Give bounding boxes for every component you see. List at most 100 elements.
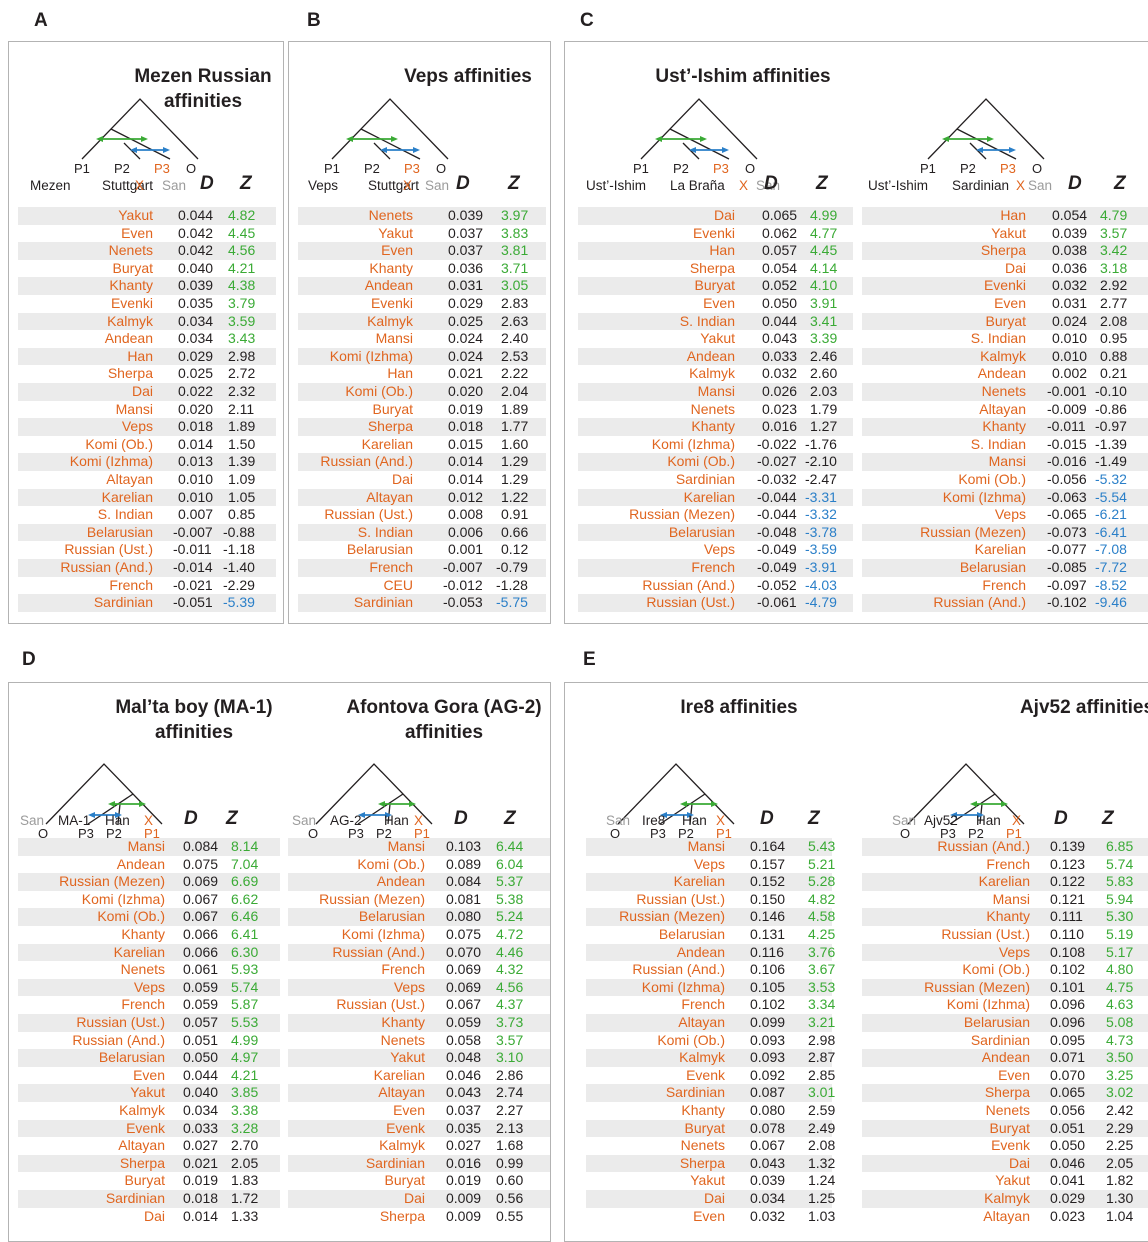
d-statistic: 0.036	[1052, 259, 1088, 276]
table-row: Mansi 0.084 8.14	[18, 838, 280, 856]
table-row: French -0.049 -3.91	[578, 559, 853, 577]
d-statistic: -0.052	[757, 576, 797, 593]
table-row: Altayan 0.099 3.21	[586, 1014, 835, 1032]
d-statistic: 0.043	[750, 1154, 786, 1171]
z-score: -2.47	[805, 471, 837, 487]
tree-tip-label: P2	[376, 826, 392, 841]
table-row: Nenets 0.061 5.93	[18, 961, 280, 979]
z-score: 3.38	[231, 1102, 259, 1118]
z-score: -1.39	[1095, 435, 1127, 452]
population-name: Andean	[376, 873, 425, 890]
header-population: Ust’-Ishim	[868, 178, 928, 193]
d-statistic: -0.044	[757, 506, 797, 523]
table-row: Sardinian 0.018 1.72	[18, 1190, 280, 1208]
d-statistic: 0.043	[446, 1084, 482, 1101]
table-row: Sardinian 0.016 0.99	[288, 1154, 550, 1173]
header-population: La Braña	[670, 178, 725, 193]
z-score: 0.91	[501, 506, 529, 523]
z-score: 1.25	[808, 1190, 836, 1206]
z-score: 4.82	[808, 890, 836, 907]
z-score: 6.04	[496, 855, 524, 872]
population-name: Even	[121, 224, 153, 241]
z-score: -3.91	[805, 559, 837, 575]
tree-tip-label: P2	[364, 161, 380, 176]
d-statistic: -0.016	[1047, 453, 1087, 470]
z-score: -0.10	[1095, 383, 1127, 399]
z-score: 2.22	[501, 365, 529, 382]
d-statistic: 0.029	[178, 347, 214, 364]
population-name: Buryat	[384, 1172, 425, 1189]
z-score: 1.09	[228, 471, 256, 487]
d-statistic: 0.069	[446, 961, 482, 978]
population-name: Nenets	[680, 1137, 725, 1154]
table-row: Karelian 0.010 1.05	[18, 488, 276, 507]
title-line: Ust’-Ishim affinities	[655, 66, 831, 87]
d-statistic: 0.111	[1050, 908, 1083, 925]
table-row: Komi (Ob.) -0.027 -2.10	[578, 453, 853, 471]
d-statistic: 0.043	[762, 330, 798, 347]
tree-tip-label: P3	[154, 161, 170, 176]
z-score: 1.83	[231, 1172, 259, 1189]
header-population: MA-1	[58, 813, 91, 828]
tree-tip-label: P2	[678, 826, 694, 841]
tree-tip-label: P3	[940, 826, 956, 841]
z-score: 1.27	[810, 418, 838, 435]
z-score: 1.32	[808, 1154, 836, 1171]
z-score: -0.88	[223, 523, 255, 540]
population-name: Altayan	[366, 488, 413, 505]
d-statistic: 0.042	[178, 224, 214, 241]
subpanel-c-3: P1 P2 P3 O Ust’-Ishim Sardinian X San D Z Han 0.054…	[862, 0, 1148, 1227]
header-population: Stuttgart	[368, 178, 420, 193]
d-statistic: 0.046	[446, 1066, 482, 1083]
table-row: Komi (Izhma) -0.022 -1.76	[578, 436, 853, 454]
z-score: 2.72	[228, 365, 256, 382]
d-statistic: 0.070	[1050, 1066, 1086, 1083]
population-name: Sherpa	[984, 1084, 1030, 1101]
subpanel-e-7: Ajv52 affinities O P3 P2 P1 San Ajv52 Han X D Z Rus…	[862, 0, 1148, 1227]
population-name: Russian (Ust.)	[336, 996, 425, 1013]
table-row: Belarusian 0.050 4.97	[18, 1049, 280, 1067]
title-line: Veps affinities	[404, 66, 532, 87]
z-score: 2.46	[810, 347, 838, 364]
d-statistic: -0.009	[1047, 400, 1087, 417]
subpanel-title: Mal’ta boy (MA-1) affinities	[108, 695, 280, 745]
population-name: Karelian	[978, 873, 1030, 890]
table-row: Kalmyk 0.027 1.68	[288, 1137, 550, 1155]
z-score: 2.98	[808, 1031, 836, 1048]
population-name: Buryat	[372, 400, 413, 417]
z-score: -3.59	[805, 541, 837, 558]
population-name: Komi (Ob.)	[962, 961, 1030, 978]
population-name: Kalmyk	[689, 365, 735, 382]
table-row: Komi (Izhma) 0.024 2.53	[298, 347, 546, 366]
z-score: 0.12	[501, 541, 529, 558]
table-row: Andean 0.031 3.05	[298, 277, 546, 295]
header-population: Han	[105, 813, 130, 828]
z-score: -8.52	[1095, 576, 1127, 593]
panel-label-e: E	[583, 649, 596, 670]
header-population: San	[756, 178, 781, 193]
phylogeny-tree-icon	[315, 763, 433, 825]
population-name: Altayan	[378, 1084, 425, 1101]
d-statistic: -0.027	[757, 453, 797, 470]
z-score: -0.86	[1095, 400, 1127, 417]
table-row: Evenki 0.062 4.77	[578, 225, 853, 243]
table-row: Altayan 0.043 2.74	[288, 1084, 550, 1102]
tree-tip-label: O	[436, 161, 447, 176]
d-statistic: 0.035	[446, 1119, 482, 1136]
d-statistic: 0.146	[750, 908, 786, 925]
d-statistic: 0.041	[1050, 1172, 1086, 1189]
population-name: Evenki	[370, 295, 413, 311]
population-name: Kalmyk	[980, 347, 1026, 364]
z-score: -6.21	[1095, 506, 1127, 523]
population-name: Buryat	[985, 312, 1026, 329]
d-statistic: 0.065	[1050, 1084, 1086, 1101]
table-row: Altayan -0.009 -0.86	[862, 401, 1148, 419]
population-name: Karelian	[974, 541, 1026, 558]
d-statistic: 0.033	[183, 1119, 219, 1136]
population-name: Komi (Izhma)	[946, 996, 1030, 1013]
table-row: Sherpa 0.009 0.55	[288, 1208, 550, 1226]
table-row: Komi (Izhma) 0.096 4.63	[862, 996, 1148, 1014]
table-row: Russian (Mezen) 0.081 5.38	[288, 891, 550, 909]
population-name: Han	[709, 242, 735, 259]
population-name: Russian (Ust.)	[636, 890, 725, 907]
